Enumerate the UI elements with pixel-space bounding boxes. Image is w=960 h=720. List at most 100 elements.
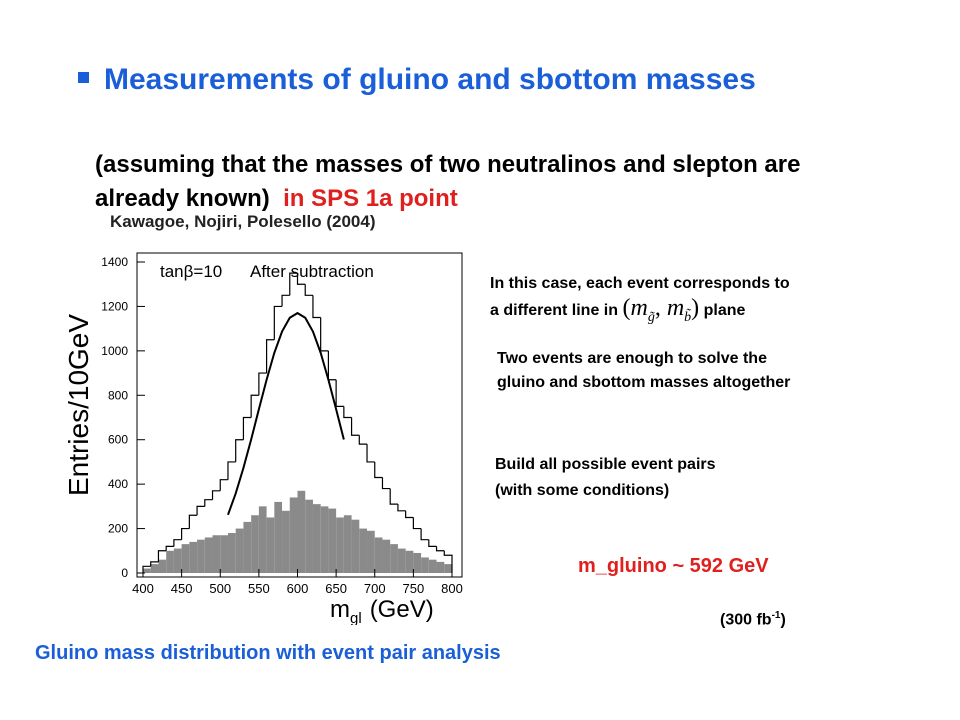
title-block: Measurements of gluino and sbottom masse… xyxy=(78,58,798,102)
note-line: (with some conditions) xyxy=(495,482,670,499)
bar xyxy=(220,535,228,573)
bar xyxy=(289,497,298,573)
bar xyxy=(282,510,290,573)
bar xyxy=(343,515,352,573)
math-text: m xyxy=(630,295,648,321)
bar xyxy=(428,559,437,573)
bar-outline xyxy=(312,295,321,319)
bar-outline xyxy=(397,504,406,512)
bar xyxy=(227,533,236,573)
bar-outline xyxy=(428,539,437,547)
luminosity: (300 fb-1) xyxy=(720,610,786,629)
x-tick-label: 400 xyxy=(132,581,154,596)
bar xyxy=(258,506,267,573)
bar-outline xyxy=(358,435,368,445)
y-tick-label: 800 xyxy=(108,388,128,402)
bar-outline xyxy=(258,372,267,396)
y-tick-label: 1400 xyxy=(101,255,128,269)
histogram: 0 200 400 600 800 1000 1200 1400 400 450 500 550 600… xyxy=(63,252,463,625)
bar-outline xyxy=(435,546,445,552)
bar-outline xyxy=(157,550,167,562)
bar xyxy=(374,537,383,573)
bar xyxy=(158,559,167,573)
subtitle-highlight: in SPS 1a point xyxy=(283,185,458,212)
bar xyxy=(181,544,190,573)
note-text: plane xyxy=(703,302,746,319)
bar xyxy=(436,561,445,573)
bar xyxy=(305,499,313,573)
note: Build all possible event pairs (with some… xyxy=(495,452,716,504)
bar xyxy=(204,537,213,573)
bar-outline xyxy=(381,477,391,490)
note-line: gluino and sbottom masses altogether xyxy=(497,374,791,391)
y-tick-label: 1000 xyxy=(101,344,128,358)
y-tick-label: 0 xyxy=(121,566,128,580)
note-line: In this case, each event corresponds to xyxy=(490,275,790,292)
x-tick-label: 450 xyxy=(171,581,193,596)
result: m_gluino ~ 592 GeV xyxy=(578,555,769,577)
bar-outline xyxy=(296,273,306,285)
note-line: Build all possible event pairs xyxy=(495,456,716,473)
bar-outline xyxy=(188,514,198,529)
bar-outline xyxy=(443,550,453,573)
x-label-unit: (GeV) xyxy=(370,596,434,623)
math-text: , xyxy=(654,295,661,321)
plot-frame xyxy=(136,252,463,578)
bar xyxy=(405,550,414,573)
lum-sup: -1 xyxy=(771,610,781,621)
bar xyxy=(297,490,306,573)
y-tick-label: 400 xyxy=(108,477,128,491)
bar-outline xyxy=(289,272,298,296)
bar xyxy=(367,530,375,573)
bar xyxy=(243,521,252,573)
bar-outline xyxy=(250,394,259,418)
bar xyxy=(251,515,259,573)
x-axis-label: mgl (GeV) xyxy=(330,596,434,625)
y-tick-label: 1200 xyxy=(101,299,128,313)
bar-outline xyxy=(196,505,205,516)
bullet xyxy=(78,72,89,83)
lum-text: (300 fb xyxy=(720,611,772,629)
bar xyxy=(266,517,275,573)
bar xyxy=(421,557,429,573)
subtitle: (assuming that the masses of two neutral… xyxy=(95,151,801,212)
bar-outline xyxy=(412,517,422,530)
math-text: ( xyxy=(622,295,631,321)
bar-outline xyxy=(335,379,344,407)
title: Measurements of gluino and sbottom masse… xyxy=(104,63,756,96)
lum-text: ) xyxy=(780,611,786,629)
bar xyxy=(382,539,391,573)
bar xyxy=(150,564,159,573)
bar xyxy=(312,504,321,573)
bar xyxy=(173,548,182,573)
annotation: tanβ=10 xyxy=(160,262,222,281)
bar-outline xyxy=(266,339,275,374)
bar-outline xyxy=(374,461,383,479)
bar-outline xyxy=(304,284,313,296)
bar xyxy=(397,548,406,573)
y-tick-label: 600 xyxy=(108,433,128,447)
x-tick-label: 500 xyxy=(209,581,231,596)
math-text: ) xyxy=(691,295,700,321)
bar-outline xyxy=(150,561,159,567)
bar xyxy=(320,506,329,573)
bar xyxy=(212,535,221,573)
x-tick-label: 650 xyxy=(325,581,347,596)
bar-outline xyxy=(420,528,429,541)
bar-outline xyxy=(405,510,414,519)
bar xyxy=(328,508,337,573)
bar xyxy=(359,528,368,573)
x-tick-label: 600 xyxy=(287,581,309,596)
bar xyxy=(166,550,174,573)
bar-outline xyxy=(173,539,182,547)
bar-outline xyxy=(181,527,190,540)
bar xyxy=(351,519,360,573)
bar-outline xyxy=(327,350,337,381)
bar-outline xyxy=(211,490,221,500)
x-tick-label: 700 xyxy=(364,581,386,596)
bar-outline xyxy=(350,417,360,436)
bar xyxy=(413,553,422,573)
bar-outline xyxy=(320,317,329,352)
bar-outline xyxy=(235,439,244,462)
bar xyxy=(197,539,205,573)
